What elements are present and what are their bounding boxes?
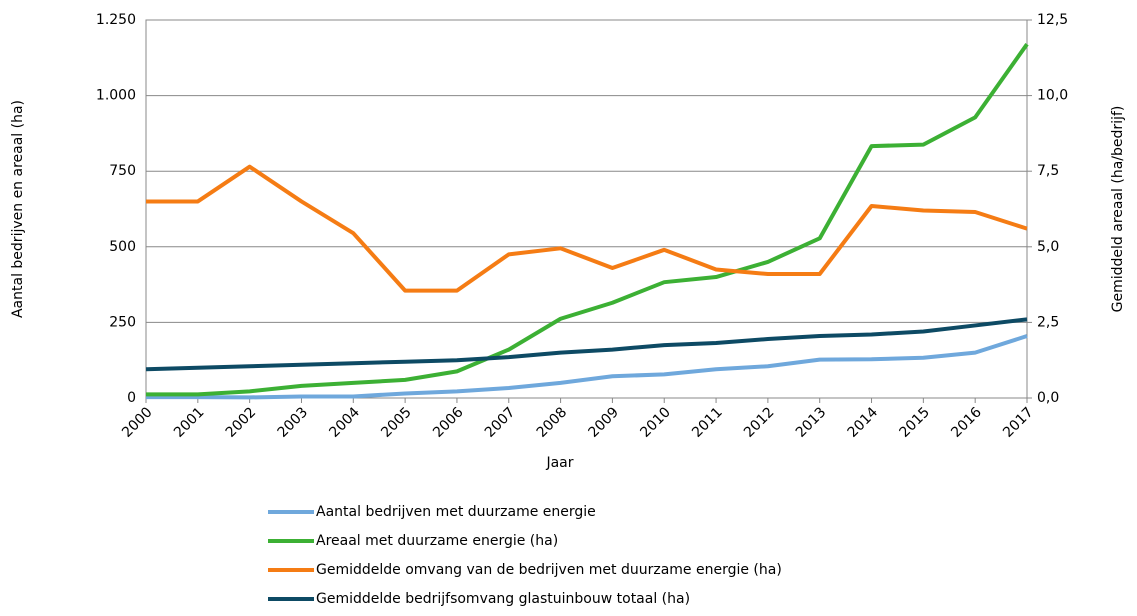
y2-tick-label: 5,0: [1037, 239, 1059, 255]
x-tick-label: 2001: [171, 404, 208, 441]
x-axis-label: Jaar: [545, 455, 573, 471]
x-tick-label: 2010: [637, 404, 674, 441]
x-tick-label: 2009: [586, 404, 623, 441]
y-tick-label: 250: [109, 314, 136, 330]
series-line: [146, 164, 1028, 293]
legend-label: Aantal bedrijven met duurzame energie: [316, 504, 596, 520]
y-tick-label: 750: [109, 163, 136, 179]
x-tick-label: 2013: [793, 404, 830, 441]
y-tick-label: 0: [127, 390, 136, 406]
y-tick-label: 1.250: [96, 12, 136, 28]
x-tick-label: 2012: [741, 404, 778, 441]
x-tick-label: 2017: [1000, 404, 1037, 441]
y2-tick-label: 2,5: [1037, 314, 1059, 330]
x-tick-label: 2015: [896, 404, 933, 441]
x-tick-label: 2007: [482, 404, 519, 441]
y2-tick-label: 7,5: [1037, 163, 1059, 179]
x-tick-label: 2014: [845, 404, 882, 441]
y2-tick-label: 0,0: [1037, 390, 1059, 406]
y2-tick-label: 12,5: [1037, 12, 1068, 28]
x-tick-label: 2008: [534, 404, 571, 441]
x-tick-label: 2002: [223, 404, 260, 441]
x-tick-label: 2016: [948, 404, 985, 441]
legend-label: Gemiddelde bedrijfsomvang glastuinbouw t…: [316, 591, 690, 607]
x-tick-label: 2005: [378, 404, 415, 441]
legend-label: Gemiddelde omvang van de bedrijven met d…: [316, 562, 782, 578]
series-line: [146, 43, 1029, 397]
y2-axis-label: Gemiddeld areaal (ha/bedrijf): [1110, 106, 1126, 313]
legend-label: Areaal met duurzame energie (ha): [316, 533, 558, 549]
y-tick-label: 500: [109, 239, 136, 255]
x-tick-label: 2000: [119, 404, 156, 441]
x-tick-label: 2011: [689, 404, 726, 441]
series-line: [145, 317, 1028, 372]
y-tick-label: 1.000: [96, 88, 136, 104]
y2-tick-label: 10,0: [1037, 88, 1068, 104]
y-axis-label: Aantal bedrijven en areaal (ha): [10, 100, 26, 318]
x-tick-label: 2006: [430, 404, 467, 441]
x-tick-label: 2003: [275, 404, 312, 441]
series-line: [146, 334, 1028, 400]
x-tick-label: 2004: [326, 404, 363, 441]
